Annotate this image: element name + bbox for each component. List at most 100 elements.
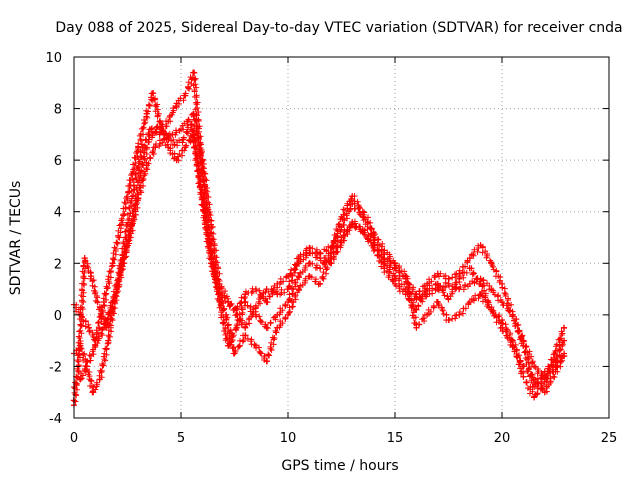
data-point (413, 306, 420, 313)
data-point (306, 260, 313, 267)
data-point (445, 296, 452, 303)
data-point (561, 353, 568, 360)
data-point (92, 342, 99, 349)
data-point (274, 291, 281, 298)
y-tick-label: 0 (54, 309, 62, 324)
data-point (184, 118, 191, 125)
data-point (306, 273, 313, 280)
data-point (477, 280, 484, 287)
data-point (231, 350, 238, 357)
data-point (531, 363, 538, 370)
data-point (199, 170, 206, 177)
data-point (242, 291, 249, 298)
data-point (466, 298, 473, 305)
data-point (477, 242, 484, 249)
data-point-markers (71, 90, 568, 391)
data-point (445, 275, 452, 282)
data-point (509, 311, 516, 318)
data-point (317, 249, 324, 256)
data-point (263, 298, 270, 305)
data-point (424, 286, 431, 293)
x-tick-label: 0 (70, 431, 78, 446)
data-point (359, 208, 366, 215)
data-point (488, 260, 495, 267)
data-point-markers (71, 69, 568, 396)
data-point (317, 255, 324, 262)
data-point (182, 144, 189, 151)
data-point (111, 298, 118, 305)
data-point (466, 265, 473, 272)
data-points (70, 69, 568, 409)
data-point (154, 123, 161, 130)
data-point (165, 144, 172, 151)
data-point (520, 373, 527, 380)
data-point (349, 221, 356, 228)
data-point (509, 337, 516, 344)
data-point (156, 118, 163, 125)
data-point (252, 342, 259, 349)
x-tick-label: 15 (387, 431, 404, 446)
data-point (105, 337, 112, 344)
data-point (541, 389, 548, 396)
data-point (94, 298, 101, 305)
data-point (285, 298, 291, 305)
data-point (274, 280, 281, 287)
data-point (274, 311, 281, 318)
data-point (130, 182, 137, 189)
data-point (197, 182, 204, 189)
data-point (178, 126, 184, 133)
data-point (541, 378, 548, 385)
data-point (295, 286, 302, 293)
data-point (456, 311, 463, 318)
data-point (96, 376, 103, 383)
data-point (180, 136, 187, 143)
plot-frame (73, 56, 610, 419)
data-point (413, 296, 420, 303)
y-tick-label: -4 (49, 412, 62, 427)
data-point (225, 298, 232, 305)
data-point (531, 376, 538, 383)
data-point (137, 170, 144, 177)
y-tick-label: 8 (54, 103, 62, 118)
data-point (169, 131, 176, 138)
data-point (434, 280, 441, 287)
data-point (413, 291, 420, 298)
data-point (242, 332, 249, 339)
data-point (81, 255, 88, 262)
data-point (295, 273, 302, 280)
data-point (402, 273, 409, 280)
grid (74, 57, 609, 418)
data-point (520, 342, 527, 349)
x-tick-label: 5 (177, 431, 185, 446)
data-point (274, 324, 281, 331)
data-point (509, 342, 516, 349)
data-point (552, 368, 559, 375)
data-point (317, 265, 324, 272)
data-point (171, 141, 178, 148)
x-tick-label: 10 (280, 431, 297, 446)
data-point (434, 298, 441, 305)
data-point (100, 298, 107, 305)
data-point (327, 255, 334, 262)
data-point (359, 226, 366, 233)
data-point (225, 342, 232, 349)
data-point (263, 324, 270, 331)
data-point (205, 239, 212, 246)
data-point (392, 265, 398, 272)
data-point (370, 244, 377, 251)
data-point (173, 157, 180, 164)
data-point (242, 324, 249, 331)
data-point (295, 255, 302, 262)
data-point (285, 286, 291, 293)
data-point (349, 193, 356, 200)
data-point (143, 110, 150, 117)
data-point (263, 286, 270, 293)
chart-title: Day 088 of 2025, Sidereal Day-to-day VTE… (55, 20, 622, 36)
y-tick-label: 4 (54, 206, 62, 221)
data-point (381, 247, 388, 254)
data-point (392, 280, 398, 287)
data-point (263, 358, 270, 365)
data-point (92, 337, 99, 344)
data-point (233, 324, 240, 331)
